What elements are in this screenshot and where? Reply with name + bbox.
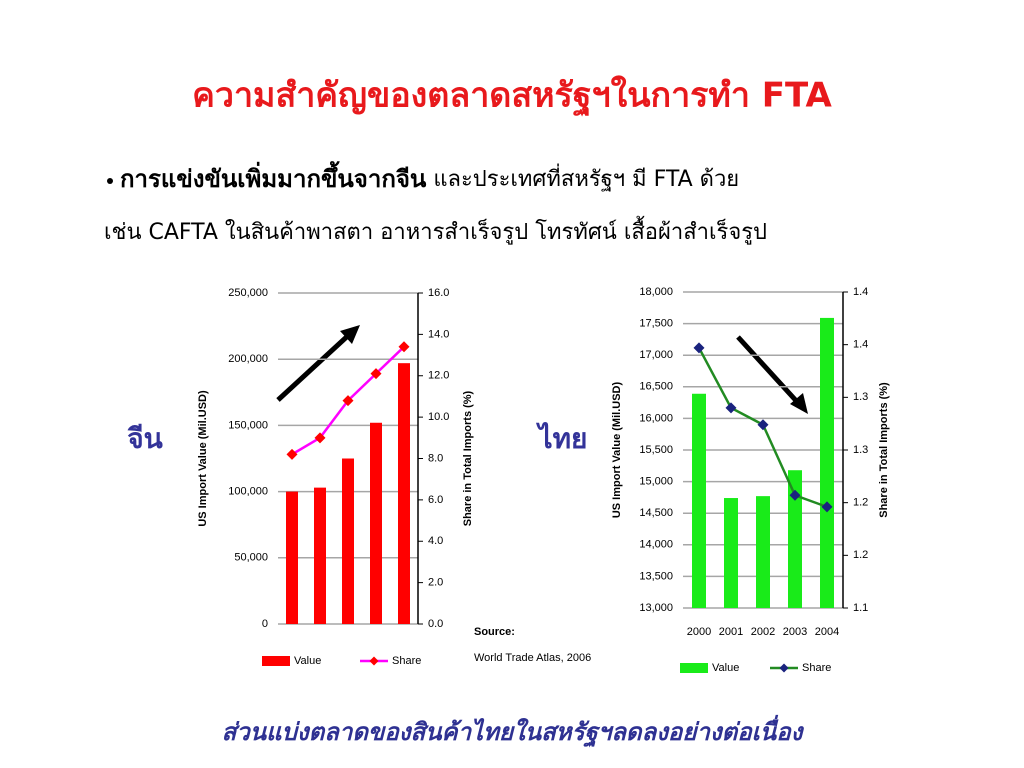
y2-tick-label: 10.0 xyxy=(428,411,449,423)
y-tick-label: 14,000 xyxy=(639,539,673,551)
bar xyxy=(342,458,354,624)
y-tick-label: 250,000 xyxy=(228,287,268,299)
source-text: World Trade Atlas, 2006 xyxy=(474,652,591,664)
y2-axis-label: Share in Total Imports (%) xyxy=(462,390,474,526)
footer-text: ส่วนแบ่งตลาดของสินค้าไทยในสหรัฐฯลดลงอย่า… xyxy=(222,714,805,748)
source-label: Source: xyxy=(474,626,515,638)
y2-tick-label: 1.2 xyxy=(853,549,868,561)
x-tick-label: 2000 xyxy=(687,626,711,638)
bullet-line: การแข่งขันเพิ่มมากขึ้นจากจีน และประเทศที… xyxy=(120,160,739,193)
y2-tick-label: 6.0 xyxy=(428,494,443,506)
share-marker xyxy=(286,448,298,460)
y-tick-label: 16,000 xyxy=(639,412,673,424)
y2-tick-label: 4.0 xyxy=(428,535,443,547)
y-tick-label: 16,500 xyxy=(639,381,673,393)
y-tick-label: 0 xyxy=(262,618,268,630)
trend-arrow xyxy=(736,335,802,407)
bullet-line-2: เช่น CAFTA ในสินค้าพาสตา อาหารสำเร็จรูป … xyxy=(104,216,767,245)
y-tick-label: 13,500 xyxy=(639,570,673,582)
x-tick-label: 2001 xyxy=(719,626,743,638)
share-marker xyxy=(789,489,801,501)
y-tick-label: 17,000 xyxy=(639,349,673,361)
legend-swatch xyxy=(680,663,708,673)
share-marker xyxy=(314,432,326,444)
thai-label: ไทย xyxy=(536,422,588,455)
y2-tick-label: 1.4 xyxy=(853,286,868,298)
legend-label: Share xyxy=(392,655,421,667)
x-tick-label: 2002 xyxy=(751,626,775,638)
y2-tick-label: 12.0 xyxy=(428,370,449,382)
legend-marker xyxy=(779,663,789,673)
y2-tick-label: 1.3 xyxy=(853,444,868,456)
y-tick-label: 17,500 xyxy=(639,318,673,330)
legend-swatch xyxy=(262,656,290,666)
bar xyxy=(398,363,410,624)
y2-tick-label: 16.0 xyxy=(428,287,449,299)
y2-tick-label: 8.0 xyxy=(428,452,443,464)
y-tick-label: 50,000 xyxy=(234,552,268,564)
bullet-dot xyxy=(107,178,113,184)
y-tick-label: 150,000 xyxy=(228,419,268,431)
y-tick-label: 14,500 xyxy=(639,507,673,519)
bar xyxy=(370,422,382,624)
share-marker xyxy=(398,341,410,353)
trend-arrow-head xyxy=(340,325,360,344)
bar xyxy=(286,491,298,624)
legend-label: Value xyxy=(712,662,739,674)
bar xyxy=(314,487,326,624)
y-tick-label: 15,000 xyxy=(639,476,673,488)
y-axis-label: US Import Value (Mil.USD) xyxy=(197,390,209,527)
share-marker xyxy=(725,402,737,414)
y-tick-label: 15,500 xyxy=(639,444,673,456)
trend-arrow-head xyxy=(790,393,808,414)
y2-tick-label: 0.0 xyxy=(428,618,443,630)
bullet-bold: การแข่งขันเพิ่มมากขึ้นจากจีน xyxy=(120,160,427,193)
y-tick-label: 100,000 xyxy=(228,486,268,498)
china-label: จีน xyxy=(127,422,163,455)
bar xyxy=(756,496,770,608)
legend-label: Share xyxy=(802,662,831,674)
x-tick-label: 2004 xyxy=(815,626,839,638)
y2-tick-label: 14.0 xyxy=(428,328,449,340)
bar xyxy=(692,393,706,608)
y-tick-label: 200,000 xyxy=(228,353,268,365)
share-marker xyxy=(757,419,769,431)
y-tick-label: 18,000 xyxy=(639,286,673,298)
y-tick-label: 13,000 xyxy=(639,602,673,614)
share-marker xyxy=(342,395,354,407)
y-axis-label: US Import Value (Mil.USD) xyxy=(611,382,623,519)
y2-tick-label: 1.3 xyxy=(853,391,868,403)
bar xyxy=(788,470,802,608)
bullet-rest: และประเทศที่สหรัฐฯ มี FTA ด้วย xyxy=(426,163,739,192)
y2-tick-label: 2.0 xyxy=(428,577,443,589)
share-marker xyxy=(821,501,833,513)
share-marker xyxy=(370,368,382,380)
y2-tick-label: 1.1 xyxy=(853,602,868,614)
share-marker xyxy=(693,342,705,354)
trend-arrow xyxy=(276,330,354,402)
x-tick-label: 2003 xyxy=(783,626,807,638)
slide-title: ความสำคัญของตลาดสหรัฐฯในการทำ FTA xyxy=(192,75,832,118)
y2-tick-label: 1.4 xyxy=(853,339,868,351)
legend-label: Value xyxy=(294,655,321,667)
y2-axis-label: Share in Total Imports (%) xyxy=(878,382,890,518)
y2-tick-label: 1.2 xyxy=(853,497,868,509)
bar xyxy=(724,498,738,608)
bar xyxy=(820,317,834,608)
legend-marker xyxy=(369,656,379,666)
